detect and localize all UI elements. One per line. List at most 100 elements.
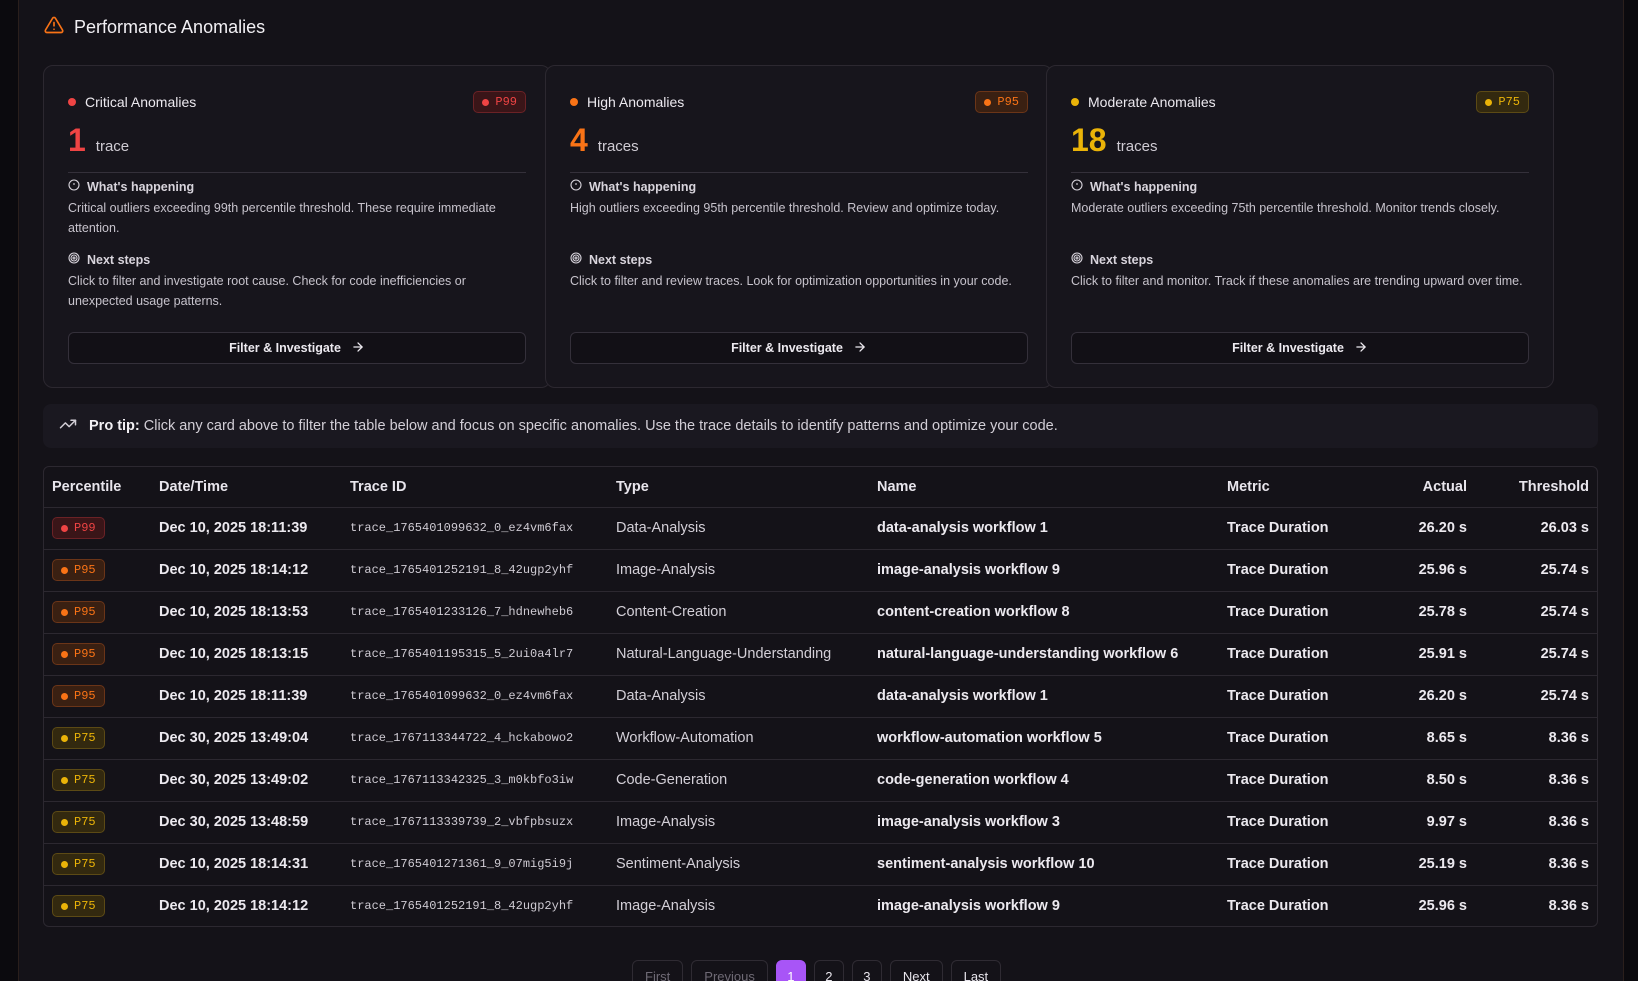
name-cell: image-analysis workflow 9 bbox=[877, 898, 1060, 915]
type-cell: Data-Analysis bbox=[608, 507, 869, 550]
table-row[interactable]: P75 Dec 10, 2025 18:14:31 trace_17654012… bbox=[44, 843, 1597, 886]
badge-dot-icon bbox=[482, 98, 490, 106]
datetime-cell: Dec 10, 2025 18:11:39 bbox=[151, 675, 342, 718]
filter-investigate-button[interactable]: Filter & Investigate bbox=[570, 332, 1028, 364]
target-icon bbox=[1071, 252, 1083, 267]
percentile-badge: P95 bbox=[52, 643, 105, 665]
actual-cell: 8.50 s bbox=[1359, 759, 1475, 802]
actual-cell: 9.97 s bbox=[1359, 801, 1475, 844]
trace-id-cell: trace_1765401233126_7_hdnewheb6 bbox=[342, 591, 608, 634]
badge-dot-icon bbox=[61, 818, 68, 826]
badge-dot-icon bbox=[61, 860, 68, 868]
next-steps-heading: Next steps bbox=[1071, 252, 1153, 267]
table-row[interactable]: P75 Dec 30, 2025 13:49:04 trace_17671133… bbox=[44, 717, 1597, 760]
percentile-cell: P95 bbox=[44, 633, 151, 676]
percentile-cell: P95 bbox=[44, 675, 151, 718]
table-row[interactable]: P95 Dec 10, 2025 18:11:39 trace_17654010… bbox=[44, 675, 1597, 718]
col-header-datetime[interactable]: Date/Time bbox=[151, 467, 342, 508]
percentile-label: P75 bbox=[74, 899, 96, 914]
percentile-badge: P75 bbox=[52, 811, 105, 833]
actual-cell: 26.20 s bbox=[1359, 507, 1475, 550]
percentile-badge: P95 bbox=[52, 601, 105, 623]
col-header-actual[interactable]: Actual bbox=[1359, 467, 1475, 508]
actual-cell: 8.65 s bbox=[1359, 717, 1475, 760]
card-title-text: Moderate Anomalies bbox=[1088, 94, 1216, 110]
table-row[interactable]: P95 Dec 10, 2025 18:13:53 trace_17654012… bbox=[44, 591, 1597, 634]
last-page-button[interactable]: Last bbox=[950, 960, 1002, 981]
col-header-percentile[interactable]: Percentile bbox=[44, 467, 151, 508]
anomaly-cards: Critical Anomalies P99 1 trace What's ha… bbox=[43, 65, 1598, 388]
arrow-right-icon bbox=[1354, 340, 1368, 357]
datetime-cell: Dec 10, 2025 18:14:12 bbox=[159, 898, 309, 915]
warning-triangle-icon bbox=[44, 15, 64, 40]
count-unit: traces bbox=[597, 138, 639, 155]
percentile-cell: P75 bbox=[44, 843, 151, 886]
percentile-label: P95 bbox=[74, 605, 96, 619]
anomaly-card-moderate[interactable]: Moderate Anomalies P75 18 traces What's … bbox=[1046, 65, 1554, 388]
previous-page-button[interactable]: Previous bbox=[691, 960, 768, 981]
percentile-badge: P75 bbox=[52, 853, 105, 875]
next-steps-label: Next steps bbox=[87, 252, 151, 267]
badge-dot-icon bbox=[984, 98, 992, 106]
first-page-button[interactable]: First bbox=[632, 960, 684, 981]
filter-investigate-button[interactable]: Filter & Investigate bbox=[68, 332, 526, 364]
threshold-cell: 8.36 s bbox=[1475, 759, 1597, 802]
actual-cell: 25.19 s bbox=[1359, 843, 1475, 886]
col-header-metric[interactable]: Metric bbox=[1219, 467, 1359, 508]
col-header-threshold[interactable]: Threshold bbox=[1475, 467, 1597, 508]
next-page-button[interactable]: Next bbox=[889, 960, 943, 981]
whats-happening-text: High outliers exceeding 95th percentile … bbox=[570, 201, 1000, 215]
threshold-cell: 26.03 s bbox=[1475, 507, 1597, 550]
table-row[interactable]: P75 Dec 30, 2025 13:48:59 trace_17671133… bbox=[44, 801, 1597, 844]
metric-cell: Trace Duration bbox=[1227, 898, 1329, 915]
next-steps-heading: Next steps bbox=[68, 252, 150, 267]
name-cell: data-analysis workflow 1 bbox=[869, 507, 1219, 550]
card-title-text: Critical Anomalies bbox=[85, 94, 197, 110]
datetime-cell: Dec 10, 2025 18:14:12 bbox=[151, 549, 342, 592]
page-1-button[interactable]: 1 bbox=[775, 960, 806, 981]
target-icon bbox=[570, 252, 582, 267]
page-2-button[interactable]: 2 bbox=[813, 960, 844, 981]
percentile-cell: P75 bbox=[44, 759, 151, 802]
threshold-cell: 25.74 s bbox=[1475, 591, 1597, 634]
badge-dot-icon bbox=[1485, 98, 1493, 106]
anomaly-card-high[interactable]: High Anomalies P95 4 traces What's happe… bbox=[545, 65, 1053, 388]
count-unit: traces bbox=[1116, 138, 1158, 155]
metric-cell: Trace Duration bbox=[1219, 759, 1359, 802]
card-header: High Anomalies P95 bbox=[570, 90, 1028, 114]
page-3-button[interactable]: 3 bbox=[851, 960, 882, 981]
name-cell: image-analysis workflow 9 bbox=[869, 549, 1219, 592]
divider bbox=[570, 172, 1028, 173]
badge-dot-icon bbox=[61, 776, 68, 784]
whats-happening-heading: What's happening bbox=[570, 179, 696, 194]
table-row[interactable]: P95 Dec 10, 2025 18:13:15 trace_17654011… bbox=[44, 633, 1597, 676]
table-row[interactable]: P75 Dec 30, 2025 13:49:02 trace_17671133… bbox=[44, 759, 1597, 802]
metric-cell: Trace Duration bbox=[1219, 507, 1359, 550]
metric-cell: Trace Duration bbox=[1219, 591, 1359, 634]
col-header-type[interactable]: Type bbox=[608, 467, 869, 508]
info-icon bbox=[570, 179, 582, 194]
badge-dot-icon bbox=[61, 608, 68, 616]
anomaly-card-critical[interactable]: Critical Anomalies P99 1 trace What's ha… bbox=[43, 65, 551, 388]
col-header-name[interactable]: Name bbox=[869, 467, 1219, 508]
name-cell: image-analysis workflow 3 bbox=[869, 801, 1219, 844]
actual-cell: 25.96 s bbox=[1359, 549, 1475, 592]
filter-investigate-button[interactable]: Filter & Investigate bbox=[1071, 332, 1529, 364]
percentile-cell: P99 bbox=[44, 507, 151, 550]
threshold-cell: 8.36 s bbox=[1475, 843, 1597, 886]
table-row[interactable]: P75 Dec 10, 2025 18:14:12 trace_17654012… bbox=[44, 885, 1597, 926]
whats-happening-heading: What's happening bbox=[1071, 179, 1197, 194]
filter-investigate-label: Filter & Investigate bbox=[229, 341, 341, 355]
name-cell: workflow-automation workflow 5 bbox=[869, 717, 1219, 760]
col-header-trace-id[interactable]: Trace ID bbox=[342, 467, 608, 508]
divider bbox=[68, 172, 526, 173]
type-cell: Sentiment-Analysis bbox=[608, 843, 869, 886]
actual-cell: 26.20 s bbox=[1359, 675, 1475, 718]
percentile-badge: P95 bbox=[52, 559, 105, 581]
table-row[interactable]: P99 Dec 10, 2025 18:11:39 trace_17654010… bbox=[44, 507, 1597, 550]
trace-id-cell: trace_1767113339739_2_vbfpbsuzx bbox=[342, 801, 608, 844]
table-row[interactable]: P95 Dec 10, 2025 18:14:12 trace_17654012… bbox=[44, 549, 1597, 592]
threshold-cell: 8.36 s bbox=[1475, 717, 1597, 760]
card-title: High Anomalies bbox=[570, 94, 684, 110]
pro-tip-text: Pro tip: Click any card above to filter … bbox=[89, 418, 1058, 434]
